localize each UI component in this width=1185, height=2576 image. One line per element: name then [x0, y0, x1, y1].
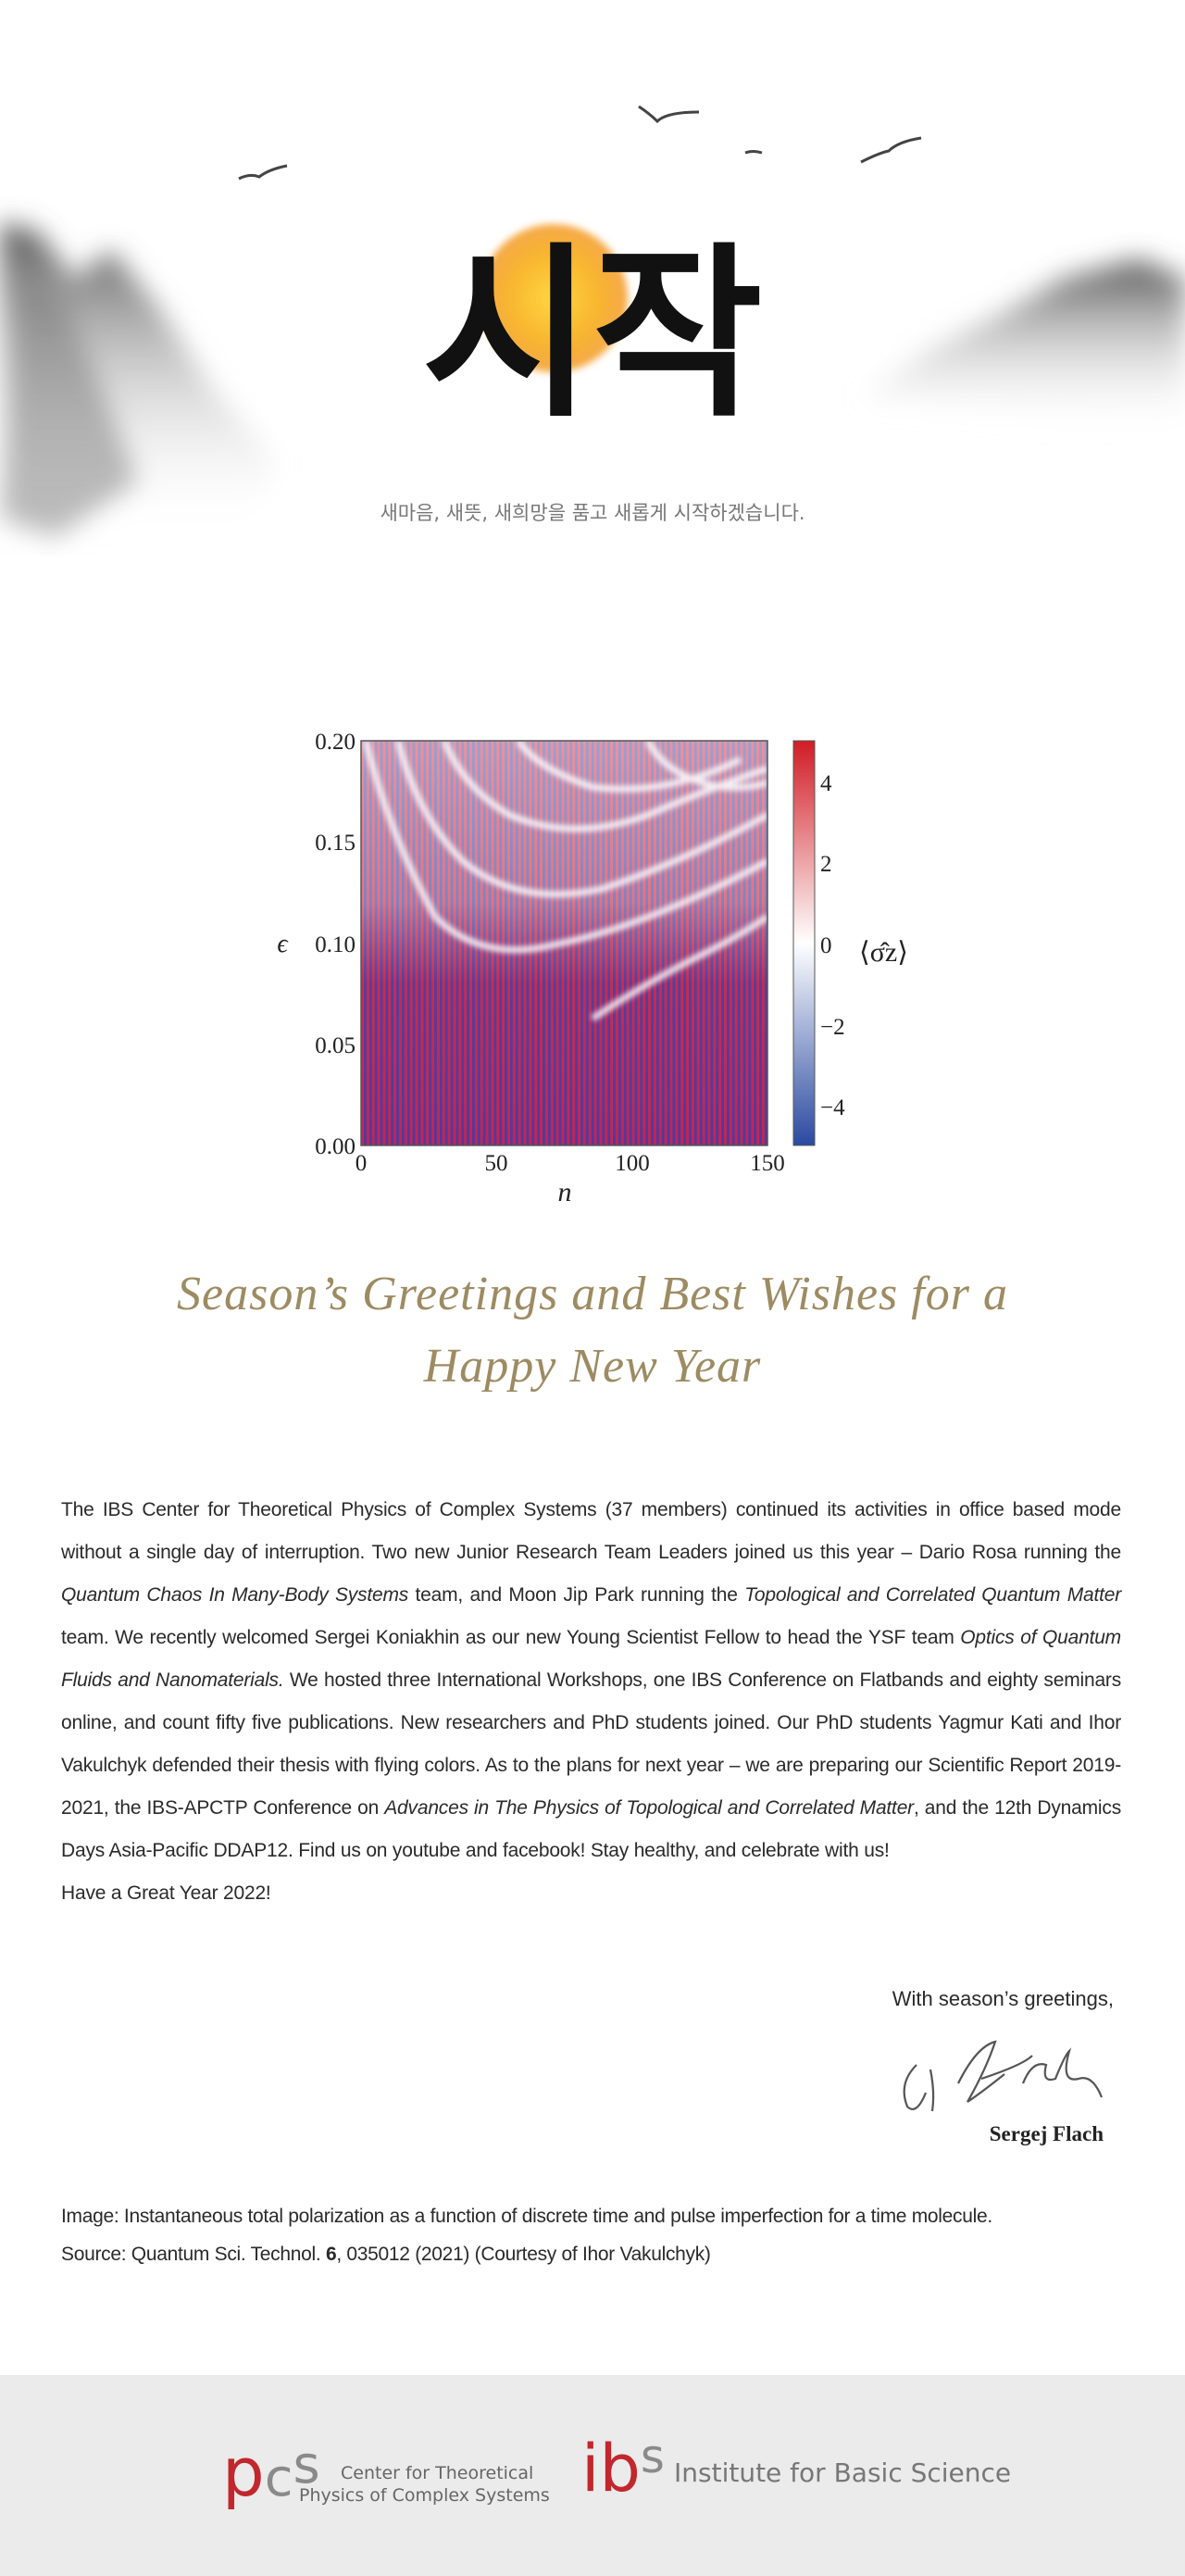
- colorbar-tick-label: −4: [820, 1095, 845, 1120]
- text-run: , and the 12th Dynamics Days Asia-Pacifi…: [61, 1797, 1121, 1861]
- x-tick-label: 50: [485, 1151, 508, 1176]
- colorbar: [792, 740, 816, 1146]
- y-tick-label: 0.00: [315, 1134, 356, 1159]
- caption-volume: 6: [325, 2244, 337, 2265]
- colorbar-tick-label: −2: [820, 1015, 845, 1040]
- body-text: The IBS Center for Theoretical Physics o…: [61, 1489, 1121, 1915]
- y-tick-label: 0.05: [315, 1033, 356, 1058]
- colorbar-tick-label: 4: [820, 771, 832, 796]
- colorbar-tick-label: 2: [820, 852, 832, 877]
- logo-letter: b: [599, 2431, 640, 2507]
- figure: 0.20 0.15 0.10 0.05 0.00 0 50 100 150 4 …: [277, 730, 908, 1207]
- x-tick-label: 150: [750, 1151, 785, 1176]
- x-tick-label: 0: [356, 1151, 368, 1176]
- signer-name: Sergej Flach: [989, 2122, 1104, 2145]
- footer-logos: pcs Center for Theoretical Physics of Co…: [222, 2430, 1011, 2511]
- caption: Image: Instantaneous total polarization …: [61, 2197, 992, 2273]
- calligraphy: 시작: [422, 227, 763, 443]
- header-art: 시작: [0, 105, 1185, 537]
- paragraph: The IBS Center for Theoretical Physics o…: [61, 1489, 1121, 1872]
- logo-letter: s: [641, 2430, 665, 2483]
- colorbar-label: ⟨σ̂z⟩: [859, 937, 908, 968]
- greeting-line: Season’s Greetings and Best Wishes for a: [177, 1268, 1008, 1320]
- colorbar-tick-label: 0: [820, 933, 832, 958]
- y-tick-label: 0.20: [315, 730, 356, 755]
- caption-line: Image: Instantaneous total polarization …: [61, 2206, 992, 2227]
- logo-letter: c: [265, 2448, 293, 2508]
- pcs-logo-text: Physics of Complex Systems: [299, 2485, 550, 2506]
- text-run: team. We recently welcomed Sergei Koniak…: [61, 1627, 961, 1648]
- text-run-italic: Optics of Quantum Fluids and Nanomateria…: [61, 1627, 1121, 1691]
- text-run: team, and Moon Jip Park running the: [408, 1584, 745, 1606]
- greeting-line: Happy New Year: [423, 1340, 762, 1393]
- logo-letter: s: [293, 2435, 320, 2495]
- logo-letter: i: [581, 2431, 599, 2507]
- x-tick-label: 100: [615, 1151, 650, 1176]
- mountains-right: [861, 259, 1185, 435]
- plot-frame: [360, 740, 768, 1146]
- caption-text: , 035012 (2021) (Courtesy of Ihor Vakulc…: [336, 2244, 711, 2265]
- text-run-italic: Topological and Correlated Quantum Matte…: [744, 1584, 1122, 1606]
- caption-line: Source: Quantum Sci. Technol. 6, 035012 …: [61, 2235, 992, 2273]
- text-run-italic: Quantum Chaos In Many-Body Systems: [61, 1584, 409, 1606]
- logo-letter: p: [222, 2433, 265, 2511]
- signoff: With season’s greetings,: [892, 1987, 1114, 2010]
- y-axis-label: ϵ: [277, 930, 289, 958]
- text-run-italic: Advances in The Physics of Topological a…: [384, 1797, 914, 1819]
- birds: [238, 105, 922, 181]
- y-tick-label: 0.15: [315, 831, 356, 856]
- ibs-logo-text: Institute for Basic Science: [674, 2457, 1011, 2488]
- heatmap: [361, 741, 767, 1145]
- pcs-logo-text: Center for Theoretical: [341, 2463, 533, 2483]
- subtitle: 새마음, 새뜻, 새희망을 품고 새롭게 시작하겠습니다.: [380, 502, 805, 524]
- text-run: We hosted three International Workshops,…: [61, 1669, 1122, 1819]
- x-axis-label: n: [558, 1177, 572, 1207]
- signature: [903, 2040, 1104, 2112]
- pcs-logo-mark: pcs: [222, 2433, 320, 2511]
- text-run: The IBS Center for Theoretical Physics o…: [61, 1499, 1121, 1563]
- mountains-left: [0, 222, 278, 537]
- footer: pcs Center for Theoretical Physics of Co…: [0, 2375, 1185, 2576]
- sun: [480, 224, 628, 372]
- caption-text: Source: Quantum Sci. Technol.: [61, 2244, 326, 2265]
- closing: Have a Great Year 2022!: [61, 1882, 271, 1904]
- y-tick-label: 0.10: [315, 932, 356, 957]
- ibs-logo-mark: ibs: [581, 2430, 665, 2507]
